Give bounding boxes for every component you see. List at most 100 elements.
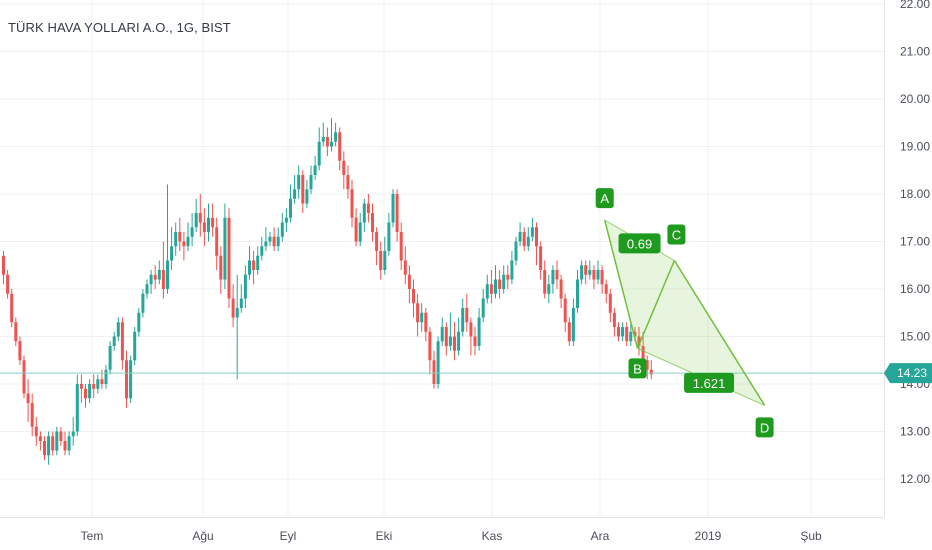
pattern-point-c-label: C xyxy=(672,228,681,243)
pattern-ratio-ac-bg xyxy=(618,233,661,254)
candle-body xyxy=(576,279,579,308)
candle-body xyxy=(403,260,407,275)
candle-body xyxy=(293,189,297,199)
candle-body xyxy=(248,260,251,275)
pattern-point-a-label-bg xyxy=(595,188,614,209)
price-tag-value: 14.23 xyxy=(897,366,927,380)
candle-body xyxy=(436,341,440,384)
candle-body xyxy=(174,232,178,247)
candle-body xyxy=(366,203,370,213)
candle-body xyxy=(354,217,358,242)
candle-body xyxy=(137,312,141,332)
candle-body xyxy=(268,236,272,242)
candle-body xyxy=(571,308,575,342)
candle-body xyxy=(120,322,124,361)
candle-body xyxy=(227,217,231,299)
candle-body xyxy=(75,384,79,432)
candle-body xyxy=(362,203,366,223)
candle-body xyxy=(284,217,288,223)
candle-body xyxy=(428,331,432,361)
price-tick-label: 17.00 xyxy=(900,235,930,249)
pattern-point-b-label-bg xyxy=(628,358,647,379)
candle-body xyxy=(330,141,333,147)
candle-body xyxy=(211,217,215,228)
candle-body xyxy=(84,388,87,399)
candle-body xyxy=(79,384,83,389)
candle-body xyxy=(55,431,59,451)
candle-body xyxy=(161,270,165,289)
candle-body xyxy=(51,436,55,451)
candle-body xyxy=(649,369,653,375)
candle-body xyxy=(444,327,448,346)
pattern-point-b-label: B xyxy=(633,361,642,376)
candle-body xyxy=(305,189,309,204)
candle-body xyxy=(371,213,374,232)
harmonic-pattern[interactable]: A B C D 0.69 1.621 xyxy=(595,188,774,438)
candle-body xyxy=(30,403,34,427)
candle-body xyxy=(22,360,26,394)
candle-body xyxy=(125,360,128,399)
pattern-leg-ab xyxy=(603,219,639,349)
candle-body xyxy=(395,194,399,232)
candle-body xyxy=(34,426,38,437)
candle-body xyxy=(350,189,354,218)
candle-body xyxy=(530,227,534,237)
price-tick-label: 19.00 xyxy=(900,140,930,154)
candle-body xyxy=(555,270,559,280)
candle-body xyxy=(108,346,112,370)
candle-body xyxy=(346,175,350,190)
time-tick-label: Ara xyxy=(591,529,610,543)
candle-body xyxy=(625,327,629,342)
candle-body xyxy=(141,293,145,313)
pattern-fill xyxy=(637,260,765,406)
candle-body xyxy=(194,213,198,228)
candle-body xyxy=(264,241,268,247)
price-tick-label: 16.00 xyxy=(900,282,930,296)
candle-body xyxy=(260,246,264,256)
price-tick-label: 22.00 xyxy=(900,0,930,11)
candle-body xyxy=(498,279,502,289)
candle-body xyxy=(309,175,313,190)
candle-body xyxy=(231,298,235,318)
candle-body xyxy=(96,379,100,389)
candle-body xyxy=(6,274,10,294)
candle-body xyxy=(522,232,526,247)
candle-body xyxy=(375,232,379,251)
price-tick-label: 13.00 xyxy=(900,425,930,439)
time-tick-label: Ağu xyxy=(192,529,213,543)
time-axis[interactable]: Tem Ağu Eyl Eki Kas Ara 2019 Şub xyxy=(81,529,822,543)
candle-body xyxy=(407,274,411,289)
candle-body xyxy=(334,132,338,142)
price-axis[interactable]: 22.00 21.00 20.00 19.00 18.00 17.00 16.00 15.00… xyxy=(900,0,930,486)
pattern-ratio-ac: 0.69 xyxy=(627,236,652,251)
candle-body xyxy=(252,260,256,270)
candle-body xyxy=(186,236,190,247)
last-price-tag: 14.23 xyxy=(884,363,932,384)
candle-body xyxy=(563,298,567,323)
candle-body xyxy=(43,441,46,456)
candle-body xyxy=(239,298,243,308)
candle-body xyxy=(235,308,239,318)
candle-body xyxy=(514,241,518,261)
candle-body xyxy=(325,137,329,147)
candle-body xyxy=(14,322,18,342)
candle-body xyxy=(608,293,612,313)
candle-body xyxy=(477,317,481,346)
candle-body xyxy=(153,274,157,280)
candle-body xyxy=(551,270,555,285)
candle-body xyxy=(600,270,604,285)
pattern-leg-cd xyxy=(673,260,766,406)
candle-body xyxy=(38,436,42,441)
candle-body xyxy=(145,284,149,294)
candle-body xyxy=(18,341,22,361)
candle-body xyxy=(412,289,415,304)
candle-body xyxy=(461,308,465,332)
candle-body xyxy=(641,346,645,361)
candle-body xyxy=(321,137,325,142)
price-tick-label: 20.00 xyxy=(900,92,930,106)
candle-body xyxy=(133,331,137,361)
candle-body xyxy=(645,360,649,370)
candle-body xyxy=(112,336,116,346)
candle-body xyxy=(88,384,92,399)
